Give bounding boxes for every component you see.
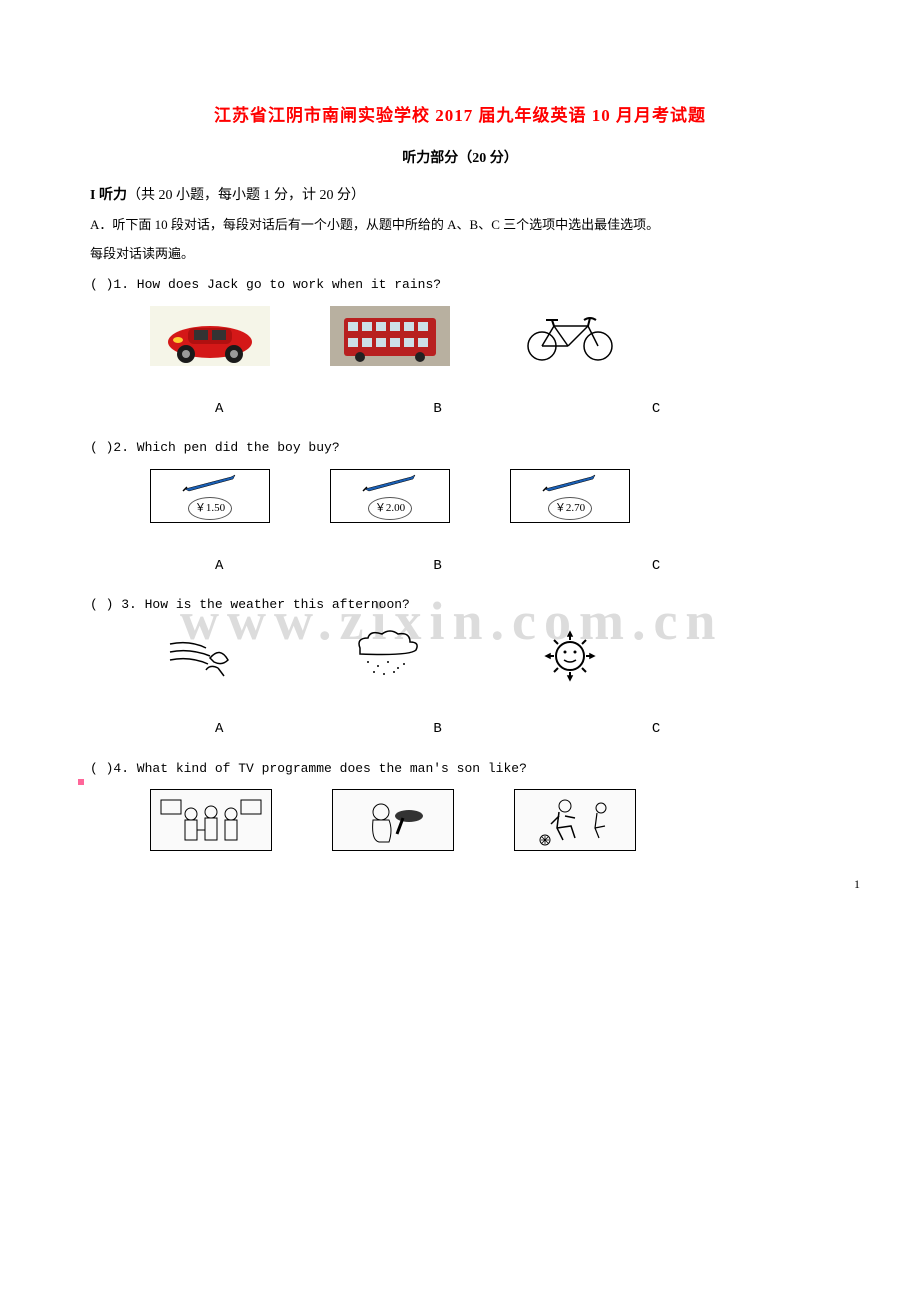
bicycle-icon xyxy=(510,306,630,366)
q1-images xyxy=(150,306,830,366)
q3-images xyxy=(150,626,830,686)
page-number: 1 xyxy=(854,873,860,896)
instructions-line1: A．听下面 10 段对话，每段对话后有一个小题，从题中所给的 A、B、C 三个选… xyxy=(90,213,830,238)
option-b: B xyxy=(433,553,441,580)
pen-c-icon: ￥2.70 xyxy=(510,469,630,523)
sunny-icon xyxy=(510,626,630,686)
option-a: A xyxy=(215,553,223,580)
snowy-icon xyxy=(330,626,450,686)
car-icon xyxy=(150,306,270,366)
section-title: 听力部分（20 分） xyxy=(90,146,830,173)
pen-b-price: ￥2.00 xyxy=(368,497,412,520)
question-3: ( ) 3. How is the weather this afternoon… xyxy=(90,593,830,618)
q3-letters: A B C xyxy=(215,716,830,743)
pen-a-price: ￥1.50 xyxy=(188,497,232,520)
section-label: I 听力 xyxy=(90,188,127,203)
instructions-line2: 每段对话读两遍。 xyxy=(90,242,830,267)
option-c: C xyxy=(652,716,660,743)
family-tv-icon xyxy=(150,789,272,851)
option-a: A xyxy=(215,396,223,423)
pen-b-icon: ￥2.00 xyxy=(330,469,450,523)
section-detail: （共 20 小题，每小题 1 分，计 20 分） xyxy=(127,188,365,203)
q4-images xyxy=(150,789,830,851)
sports-tv-icon xyxy=(514,789,636,851)
option-a: A xyxy=(215,716,223,743)
listening-header: I 听力（共 20 小题，每小题 1 分，计 20 分） xyxy=(90,183,830,210)
page-content: 江苏省江阴市南闸实验学校 2017 届九年级英语 10 月月考试题 听力部分（2… xyxy=(90,100,830,851)
option-c: C xyxy=(652,396,660,423)
pen-a-icon: ￥1.50 xyxy=(150,469,270,523)
q2-images: ￥1.50 ￥2.00 ￥2.70 xyxy=(150,469,830,523)
q1-letters: A B C xyxy=(215,396,830,423)
bus-icon xyxy=(330,306,450,366)
option-b: B xyxy=(433,716,441,743)
q2-letters: A B C xyxy=(215,553,830,580)
exam-title: 江苏省江阴市南闸实验学校 2017 届九年级英语 10 月月考试题 xyxy=(90,100,830,132)
question-1: ( )1. How does Jack go to work when it r… xyxy=(90,273,830,298)
cooking-tv-icon xyxy=(332,789,454,851)
question-4: ( )4. What kind of TV programme does the… xyxy=(90,757,830,782)
question-2: ( )2. Which pen did the boy buy? xyxy=(90,436,830,461)
option-c: C xyxy=(652,553,660,580)
red-dot-marker xyxy=(78,779,84,785)
pen-c-price: ￥2.70 xyxy=(548,497,592,520)
windy-icon xyxy=(150,626,270,686)
option-b: B xyxy=(433,396,441,423)
